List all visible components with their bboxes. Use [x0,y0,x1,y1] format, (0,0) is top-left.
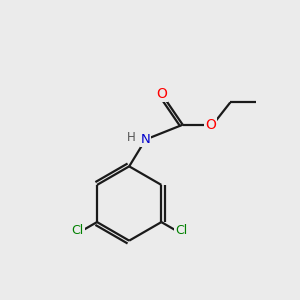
Text: H: H [127,131,136,144]
Text: Cl: Cl [175,224,187,237]
Text: O: O [157,87,167,101]
Text: Cl: Cl [71,224,84,237]
Text: O: O [206,118,216,132]
Text: N: N [141,133,150,146]
